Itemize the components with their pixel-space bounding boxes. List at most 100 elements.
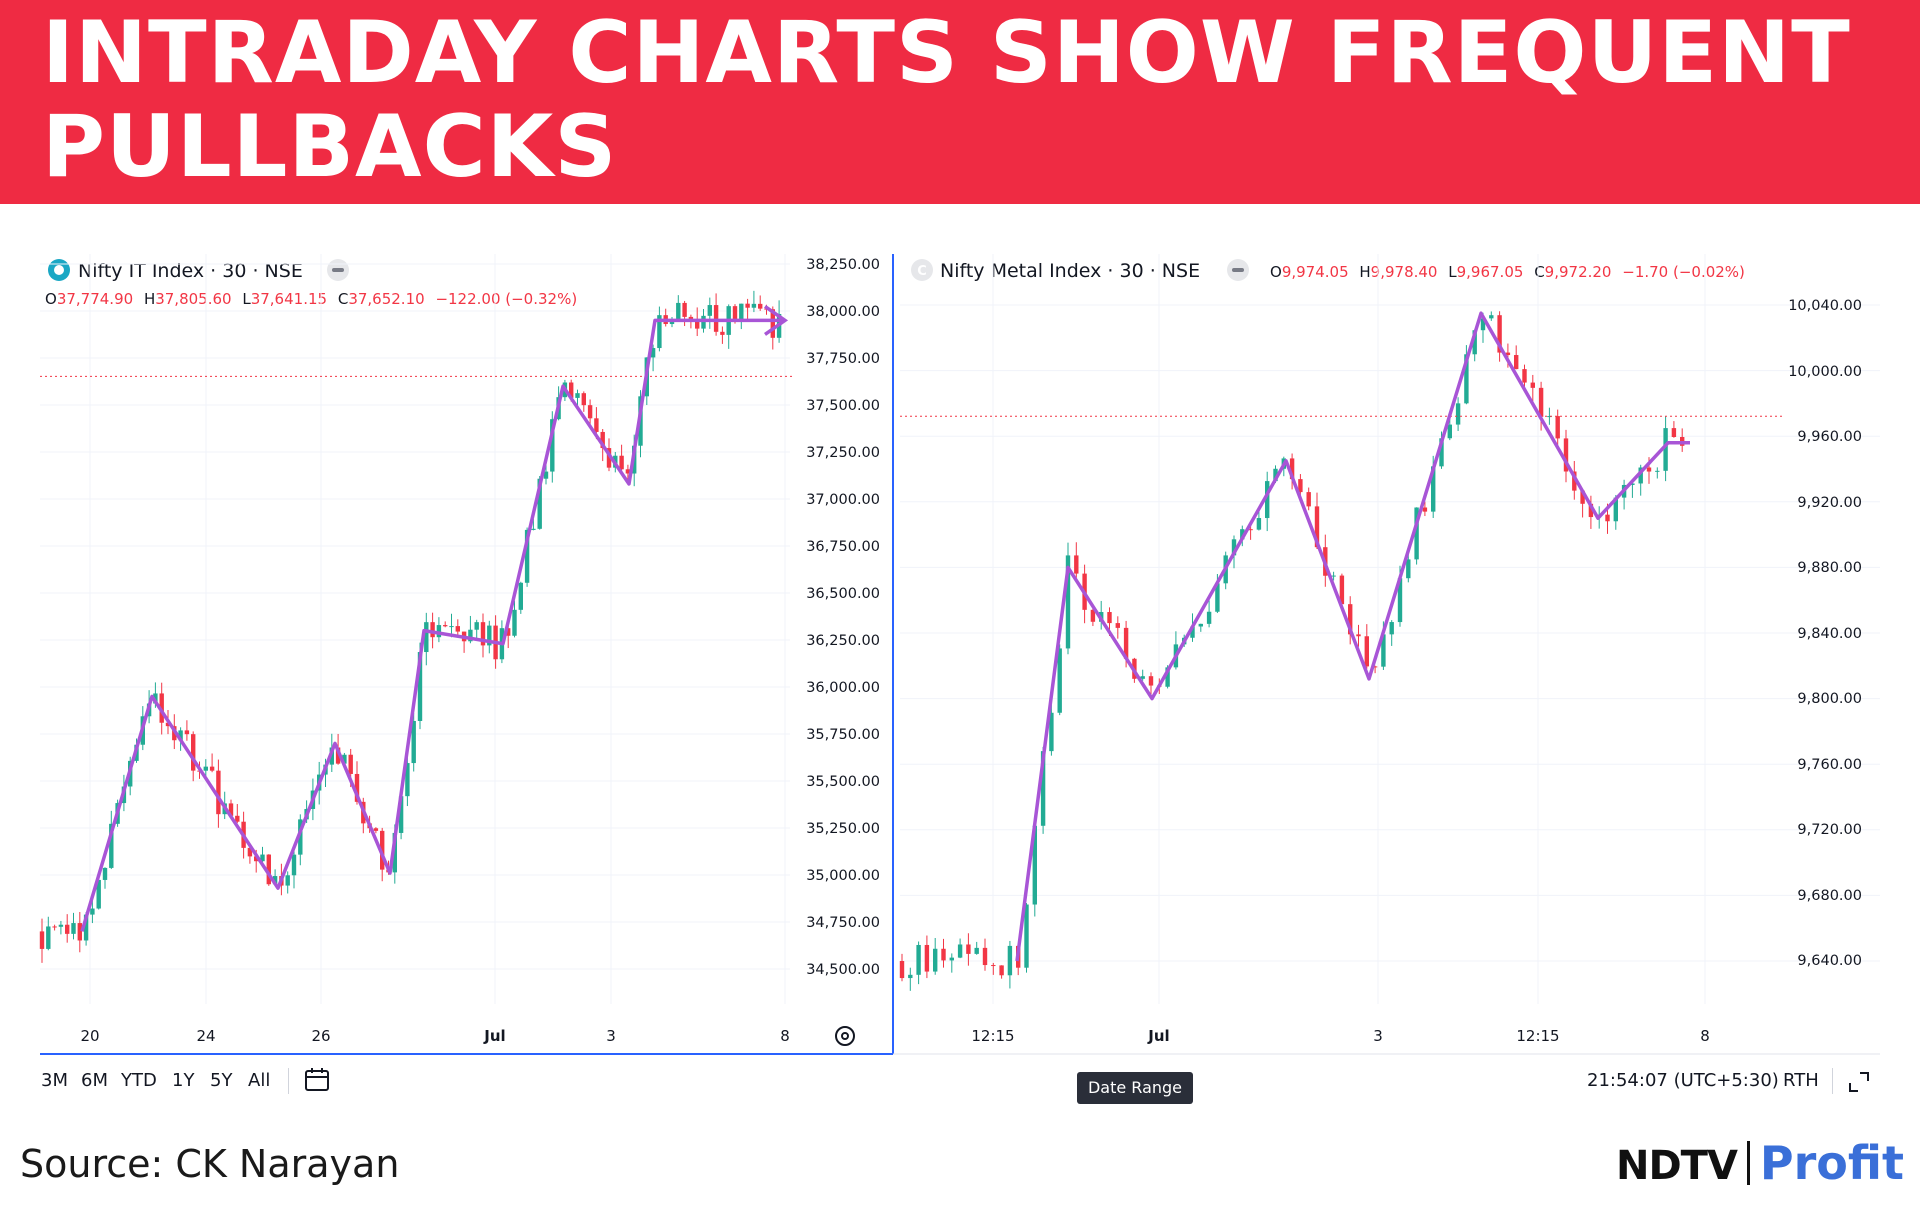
- nifty-metal-candle: [1331, 575, 1336, 577]
- nifty-it-candle: [543, 471, 549, 479]
- nifty-metal-low: 9,967.05: [1457, 263, 1524, 281]
- nifty-it-candle: [335, 747, 341, 764]
- nifty-it-candle: [235, 815, 240, 822]
- nifty-it-candle: [480, 622, 486, 646]
- nifty-metal-pane: C Nifty Metal Index · 30 · NSE O9,974.05…: [899, 254, 1880, 1045]
- nifty-it-candle: [695, 319, 700, 329]
- nifty-it-candle: [770, 309, 775, 338]
- nifty-metal-candle: [991, 965, 996, 967]
- nifty-metal-candle: [1364, 636, 1369, 667]
- nifty-it-candle: [682, 302, 687, 317]
- nifty-metal-candle: [1065, 555, 1071, 649]
- nifty-it-candle: [550, 419, 555, 472]
- nifty-metal-candle: [1588, 503, 1594, 518]
- header-banner: INTRADAY CHARTS SHOW FREQUENT PULLBACKS: [0, 0, 1920, 204]
- nifty-metal-candle: [1248, 529, 1253, 531]
- nifty-metal-y-tick-3: 9,920.00: [1797, 495, 1862, 511]
- calendar-icon[interactable]: [304, 1067, 332, 1093]
- nifty-it-candle: [707, 305, 712, 316]
- range-1y-button[interactable]: 1Y: [172, 1070, 195, 1091]
- nifty-metal-candle: [1372, 666, 1378, 668]
- nifty-metal-candle: [1256, 518, 1262, 530]
- nifty-it-y-tick-2: 37,750.00: [806, 351, 880, 367]
- nifty-metal-y-tick-2: 9,960.00: [1797, 429, 1862, 445]
- nifty-it-ohlc: O37,774.90 H37,805.60 L37,641.15 C37,652…: [45, 290, 577, 308]
- nifty-metal-candle: [1530, 382, 1535, 388]
- nifty-metal-candle: [1497, 315, 1502, 353]
- nifty-metal-candle: [1406, 559, 1411, 579]
- nifty-it-candle: [411, 720, 416, 764]
- nifty-metal-candles: [899, 311, 1785, 991]
- fullscreen-icon[interactable]: [1847, 1070, 1871, 1094]
- nifty-it-y-tick-6: 36,750.00: [806, 539, 880, 555]
- nifty-it-candle: [46, 926, 51, 949]
- nifty-it-y-tick-14: 34,750.00: [806, 915, 880, 931]
- nifty-metal-candle: [1032, 825, 1037, 905]
- nifty-metal-candle: [1472, 330, 1477, 355]
- nifty-metal-y-tick-6: 9,800.00: [1797, 691, 1862, 707]
- nifty-it-candle: [272, 876, 278, 885]
- nifty-metal-candle: [1563, 438, 1569, 472]
- nifty-it-candle: [449, 626, 454, 628]
- nifty-metal-grid: [900, 254, 1880, 1004]
- nifty-metal-x-tick-0: 12:15: [971, 1027, 1014, 1045]
- charts-area: Nifty IT Index · 30 · NSE O37,774.90 H37…: [0, 204, 1920, 1104]
- nifty-it-candle: [600, 431, 605, 449]
- nifty-it-symbol-icon-inner: [54, 265, 64, 275]
- nifty-it-candle: [39, 931, 45, 949]
- nifty-metal-candle: [1240, 529, 1245, 540]
- nifty-it-arrow-head: [763, 304, 789, 336]
- nifty-it-candle: [203, 766, 208, 771]
- nifty-metal-candle: [1306, 492, 1311, 507]
- nifty-it-candle: [398, 796, 404, 833]
- toolbar-divider: [288, 1068, 289, 1094]
- nifty-metal-candle: [1140, 676, 1145, 679]
- nifty-metal-collapse-button[interactable]: [1227, 259, 1249, 281]
- range-5y-button[interactable]: 5Y: [210, 1070, 233, 1091]
- nifty-it-candle: [455, 626, 460, 632]
- nifty-metal-change: −1.70 (−0.02%): [1622, 263, 1745, 281]
- nifty-it-grid: [40, 254, 790, 1004]
- nifty-metal-candle: [1215, 583, 1220, 612]
- nifty-it-y-tick-15: 34,500.00: [806, 962, 880, 978]
- nifty-metal-candle: [1605, 514, 1610, 522]
- nifty-it-candle: [373, 828, 379, 831]
- nifty-metal-candle: [1165, 667, 1170, 687]
- clock-readout[interactable]: 21:54:07 (UTC+5:30): [1587, 1070, 1779, 1091]
- nifty-it-candle: [71, 923, 76, 934]
- range-3m-button[interactable]: 3M: [41, 1070, 68, 1091]
- nifty-metal-close: 9,972.20: [1545, 263, 1612, 281]
- nifty-metal-candle: [916, 944, 921, 975]
- nifty-it-candle: [216, 770, 221, 815]
- nifty-it-candle: [260, 854, 265, 862]
- settings-gear-icon[interactable]: [835, 1026, 855, 1046]
- nifty-it-title: Nifty IT Index · 30 · NSE: [78, 260, 303, 282]
- nifty-it-candle: [65, 924, 70, 934]
- nifty-it-candle: [165, 722, 171, 727]
- range-all-button[interactable]: All: [248, 1070, 271, 1091]
- brand-profit: Profit: [1759, 1136, 1904, 1190]
- nifty-it-y-tick-9: 36,000.00: [806, 680, 880, 696]
- nifty-it-collapse-button[interactable]: [327, 259, 349, 281]
- range-ytd-button[interactable]: YTD: [121, 1070, 157, 1091]
- range-6m-button[interactable]: 6M: [81, 1070, 108, 1091]
- nifty-metal-candle: [1289, 458, 1295, 480]
- rth-button[interactable]: RTH: [1783, 1070, 1819, 1091]
- nifty-metal-candle: [1231, 539, 1237, 556]
- nifty-it-candle: [228, 803, 234, 816]
- nifty-it-candle: [581, 393, 586, 406]
- nifty-it-candle: [405, 763, 410, 797]
- nifty-it-candle: [650, 348, 656, 358]
- nifty-metal-title: Nifty Metal Index · 30 · NSE: [940, 260, 1200, 282]
- nifty-metal-candle: [1514, 355, 1519, 370]
- nifty-it-low: 37,641.15: [251, 290, 327, 308]
- nifty-it-candle: [758, 303, 763, 309]
- nifty-metal-candle: [1389, 622, 1394, 635]
- nifty-it-candle: [191, 734, 196, 771]
- nifty-metal-candle: [957, 944, 963, 958]
- nifty-metal-candle: [1024, 904, 1029, 968]
- nifty-it-y-tick-4: 37,250.00: [806, 445, 880, 461]
- nifty-metal-candle: [1107, 612, 1112, 624]
- nifty-it-candle: [58, 924, 64, 927]
- brand-separator: [1746, 1141, 1750, 1185]
